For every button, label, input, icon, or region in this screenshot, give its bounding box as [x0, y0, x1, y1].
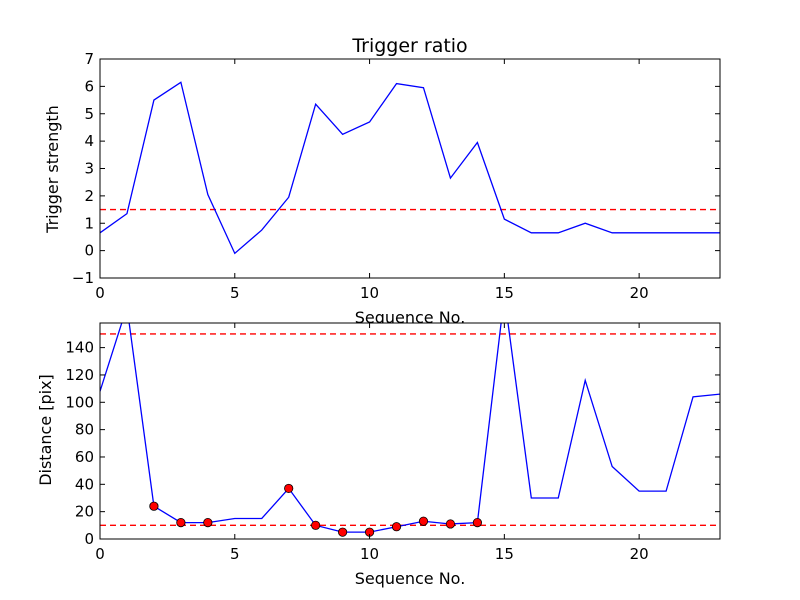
x-tick-label: 10	[360, 284, 379, 302]
y-tick-label: −1	[72, 269, 94, 287]
y-tick-label: 1	[84, 214, 94, 232]
axes-frame	[99, 322, 721, 540]
data-point-marker	[391, 522, 402, 532]
y-tick-label: 80	[75, 421, 94, 439]
x-axis-label: Sequence No.	[355, 569, 466, 588]
x-tick-label: 15	[495, 545, 514, 563]
y-tick-label: 0	[84, 530, 94, 548]
data-point-marker	[149, 501, 159, 511]
data-point-marker	[284, 483, 294, 494]
y-tick-label: 7	[84, 50, 94, 68]
data-point-marker	[445, 519, 456, 529]
bottom-chart-distance: Sequence No. Distance [pix] 0 5 10 15 20 0 20 4…	[36, 322, 721, 588]
y-tick-label: 140	[65, 339, 94, 357]
x-tick-label: 20	[630, 545, 649, 563]
plot-content	[100, 81, 720, 255]
data-point-marker	[203, 517, 213, 528]
y-tick-label: 5	[84, 105, 94, 123]
x-tick-label: 20	[630, 284, 649, 302]
plot-content	[100, 323, 720, 537]
series-line	[100, 81, 720, 255]
x-tick-label: 5	[230, 545, 240, 563]
y-tick-label: 20	[75, 503, 94, 521]
y-tick-label: 60	[75, 448, 94, 466]
y-tick-label: 40	[75, 475, 94, 493]
data-point-marker	[311, 520, 321, 530]
y-axis-label: Trigger strength	[43, 105, 62, 234]
y-tick-label: 100	[65, 393, 94, 411]
x-tick-label: 0	[95, 284, 105, 302]
y-tick-label: 3	[84, 160, 94, 178]
x-tick-label: 5	[230, 284, 240, 302]
x-tick-label: 10	[360, 545, 379, 563]
y-tick-label: 120	[65, 366, 94, 384]
chart-title: Trigger ratio	[351, 35, 467, 57]
plot-area	[100, 323, 720, 539]
data-point-marker	[176, 517, 186, 528]
data-point-marker	[418, 516, 429, 526]
y-tick-label: 4	[84, 132, 94, 150]
y-tick-label: 6	[84, 77, 94, 95]
data-point-marker	[472, 517, 482, 528]
y-tick-label: 0	[84, 242, 94, 260]
plot-area	[100, 59, 720, 278]
x-tick-label: 15	[495, 284, 514, 302]
x-tick-label: 0	[95, 545, 105, 563]
x-axis-label: Sequence No.	[355, 308, 466, 327]
y-tick-label: 2	[84, 187, 94, 205]
y-axis-label: Distance [pix]	[36, 374, 55, 486]
data-point-marker	[338, 527, 348, 537]
top-chart-trigger-ratio: Trigger ratio Sequence No. Trigger stren…	[43, 35, 721, 327]
